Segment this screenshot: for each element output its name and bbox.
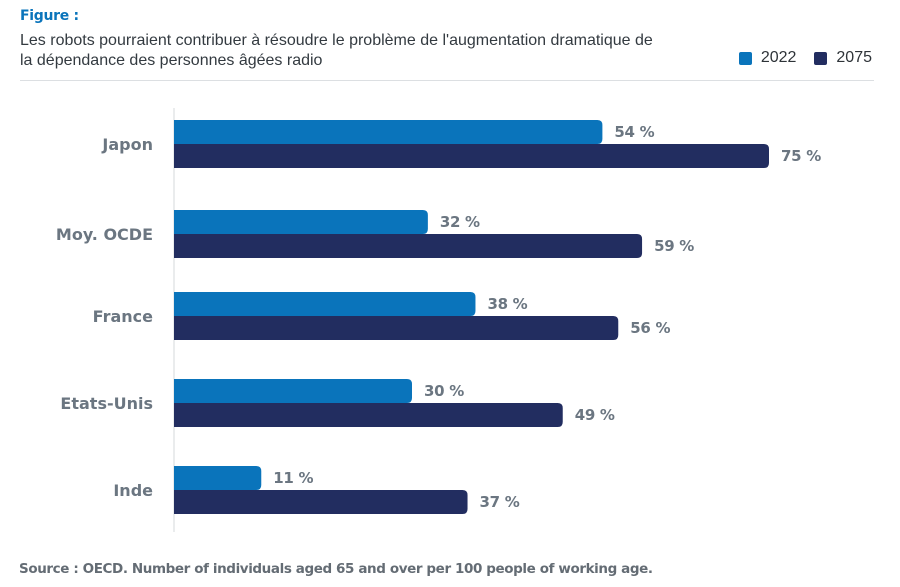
category-label-france: France (93, 307, 153, 326)
bar-inde-2075 (174, 490, 468, 514)
legend-item-2022: 2022 (738, 49, 797, 67)
bar-moy-ocde-2075 (174, 234, 643, 258)
value-label-japon-2022: 54 % (614, 123, 654, 141)
category-label-etats-unis: Etats-Unis (60, 394, 153, 413)
bar-france-2022 (174, 292, 476, 316)
bar-moy-ocde-2022 (174, 210, 428, 234)
value-label-etats-unis-2075: 49 % (575, 406, 615, 424)
legend-label-2022: 2022 (760, 49, 797, 66)
value-label-japon-2075: 75 % (781, 147, 821, 165)
header-divider (20, 80, 874, 81)
legend-swatch-2075 (814, 51, 828, 65)
value-label-inde-2075: 37 % (480, 493, 520, 511)
value-label-france-2075: 56 % (630, 319, 670, 337)
bar-france-2075 (174, 316, 619, 340)
bar-japon-2022 (174, 120, 603, 144)
source-note: Source : OECD. Number of individuals age… (19, 561, 653, 577)
category-label-inde: Inde (113, 481, 153, 500)
bar-etats-unis-2075 (174, 403, 563, 427)
value-label-moy-ocde-2075: 59 % (654, 237, 694, 255)
bar-japon-2075 (174, 144, 769, 168)
legend-item-2075: 2075 (814, 49, 872, 67)
value-label-etats-unis-2022: 30 % (424, 382, 464, 400)
value-label-france-2022: 38 % (487, 295, 527, 313)
legend-swatch-2022 (738, 51, 752, 65)
chart-title: Les robots pourraient contribuer à résou… (20, 32, 653, 69)
legend: 2022 2075 (738, 49, 872, 67)
bar-inde-2022 (174, 466, 262, 490)
value-label-moy-ocde-2022: 32 % (440, 213, 480, 231)
figure-label: Figure : (20, 8, 79, 24)
value-label-inde-2022: 11 % (273, 469, 313, 487)
legend-label-2075: 2075 (836, 49, 872, 66)
category-label-moy-ocde: Moy. OCDE (56, 225, 153, 244)
bar-etats-unis-2022 (174, 379, 412, 403)
category-label-japon: Japon (101, 135, 153, 154)
